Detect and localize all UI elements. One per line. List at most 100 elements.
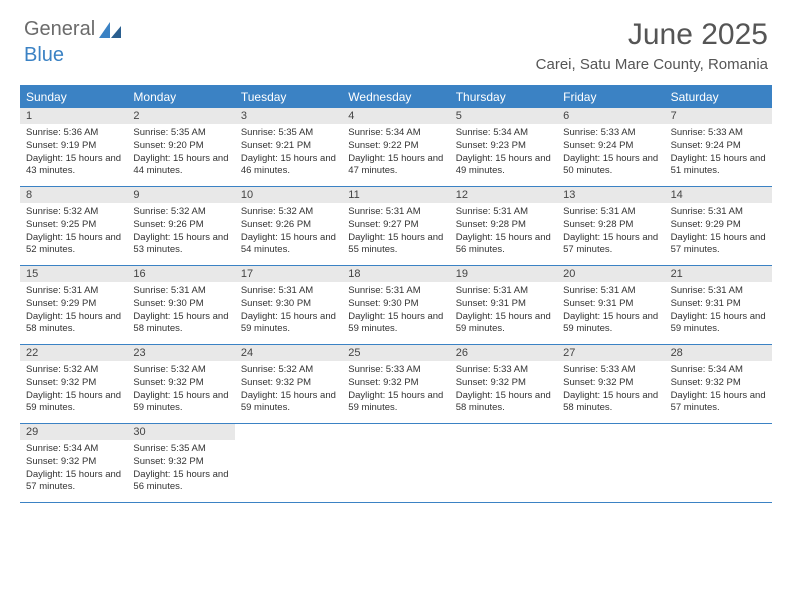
calendar: SundayMondayTuesdayWednesdayThursdayFrid… — [20, 85, 772, 503]
day-cell: 8Sunrise: 5:32 AMSunset: 9:25 PMDaylight… — [20, 187, 127, 265]
day-body: Sunrise: 5:33 AMSunset: 9:32 PMDaylight:… — [450, 361, 557, 419]
sunrise-line: Sunrise: 5:31 AM — [26, 285, 121, 298]
day-cell: 21Sunrise: 5:31 AMSunset: 9:31 PMDayligh… — [665, 266, 772, 344]
weekday-header: Sunday — [20, 86, 127, 108]
sunrise-line: Sunrise: 5:31 AM — [671, 206, 766, 219]
sunrise-line: Sunrise: 5:31 AM — [133, 285, 228, 298]
day-number: 12 — [450, 187, 557, 203]
day-cell: 15Sunrise: 5:31 AMSunset: 9:29 PMDayligh… — [20, 266, 127, 344]
sunset-line: Sunset: 9:23 PM — [456, 140, 551, 153]
sunrise-line: Sunrise: 5:34 AM — [26, 443, 121, 456]
logo-sail-icon — [97, 20, 123, 40]
daylight-line: Daylight: 15 hours and 59 minutes. — [456, 311, 551, 337]
day-number: 15 — [20, 266, 127, 282]
sunrise-line: Sunrise: 5:35 AM — [241, 127, 336, 140]
sunset-line: Sunset: 9:31 PM — [456, 298, 551, 311]
day-number: 8 — [20, 187, 127, 203]
daylight-line: Daylight: 15 hours and 57 minutes. — [26, 469, 121, 495]
week-row: 29Sunrise: 5:34 AMSunset: 9:32 PMDayligh… — [20, 424, 772, 503]
daylight-line: Daylight: 15 hours and 59 minutes. — [563, 311, 658, 337]
day-cell: 30Sunrise: 5:35 AMSunset: 9:32 PMDayligh… — [127, 424, 234, 502]
day-body: Sunrise: 5:31 AMSunset: 9:28 PMDaylight:… — [557, 203, 664, 261]
day-cell: 2Sunrise: 5:35 AMSunset: 9:20 PMDaylight… — [127, 108, 234, 186]
day-cell: 27Sunrise: 5:33 AMSunset: 9:32 PMDayligh… — [557, 345, 664, 423]
day-body: Sunrise: 5:35 AMSunset: 9:32 PMDaylight:… — [127, 440, 234, 498]
sunrise-line: Sunrise: 5:32 AM — [133, 364, 228, 377]
sunset-line: Sunset: 9:28 PM — [563, 219, 658, 232]
day-body: Sunrise: 5:33 AMSunset: 9:32 PMDaylight:… — [342, 361, 449, 419]
day-body: Sunrise: 5:31 AMSunset: 9:27 PMDaylight:… — [342, 203, 449, 261]
sunset-line: Sunset: 9:24 PM — [671, 140, 766, 153]
day-number: 11 — [342, 187, 449, 203]
sunrise-line: Sunrise: 5:31 AM — [563, 206, 658, 219]
daylight-line: Daylight: 15 hours and 57 minutes. — [671, 390, 766, 416]
day-body: Sunrise: 5:34 AMSunset: 9:32 PMDaylight:… — [20, 440, 127, 498]
month-title: June 2025 — [536, 18, 768, 52]
sunrise-line: Sunrise: 5:32 AM — [241, 206, 336, 219]
sunrise-line: Sunrise: 5:31 AM — [456, 285, 551, 298]
daylight-line: Daylight: 15 hours and 56 minutes. — [456, 232, 551, 258]
day-cell — [450, 424, 557, 502]
sunrise-line: Sunrise: 5:31 AM — [456, 206, 551, 219]
sunset-line: Sunset: 9:30 PM — [133, 298, 228, 311]
sunrise-line: Sunrise: 5:33 AM — [348, 364, 443, 377]
day-body: Sunrise: 5:31 AMSunset: 9:31 PMDaylight:… — [557, 282, 664, 340]
sunset-line: Sunset: 9:30 PM — [241, 298, 336, 311]
sunset-line: Sunset: 9:32 PM — [241, 377, 336, 390]
daylight-line: Daylight: 15 hours and 56 minutes. — [133, 469, 228, 495]
sunrise-line: Sunrise: 5:31 AM — [563, 285, 658, 298]
day-cell: 20Sunrise: 5:31 AMSunset: 9:31 PMDayligh… — [557, 266, 664, 344]
sunrise-line: Sunrise: 5:32 AM — [26, 206, 121, 219]
sunset-line: Sunset: 9:20 PM — [133, 140, 228, 153]
day-cell: 23Sunrise: 5:32 AMSunset: 9:32 PMDayligh… — [127, 345, 234, 423]
weekday-header: Thursday — [450, 86, 557, 108]
day-body: Sunrise: 5:31 AMSunset: 9:31 PMDaylight:… — [665, 282, 772, 340]
weekday-header: Friday — [557, 86, 664, 108]
day-cell: 14Sunrise: 5:31 AMSunset: 9:29 PMDayligh… — [665, 187, 772, 265]
day-cell: 17Sunrise: 5:31 AMSunset: 9:30 PMDayligh… — [235, 266, 342, 344]
day-number: 20 — [557, 266, 664, 282]
sunrise-line: Sunrise: 5:36 AM — [26, 127, 121, 140]
day-body: Sunrise: 5:35 AMSunset: 9:21 PMDaylight:… — [235, 124, 342, 182]
day-cell: 5Sunrise: 5:34 AMSunset: 9:23 PMDaylight… — [450, 108, 557, 186]
day-cell — [665, 424, 772, 502]
day-cell: 13Sunrise: 5:31 AMSunset: 9:28 PMDayligh… — [557, 187, 664, 265]
week-row: 15Sunrise: 5:31 AMSunset: 9:29 PMDayligh… — [20, 266, 772, 345]
logo-word-2: Blue — [24, 44, 64, 66]
day-body: Sunrise: 5:32 AMSunset: 9:26 PMDaylight:… — [127, 203, 234, 261]
sunrise-line: Sunrise: 5:31 AM — [241, 285, 336, 298]
week-row: 1Sunrise: 5:36 AMSunset: 9:19 PMDaylight… — [20, 108, 772, 187]
day-cell: 3Sunrise: 5:35 AMSunset: 9:21 PMDaylight… — [235, 108, 342, 186]
sunrise-line: Sunrise: 5:33 AM — [456, 364, 551, 377]
day-body: Sunrise: 5:32 AMSunset: 9:25 PMDaylight:… — [20, 203, 127, 261]
sunset-line: Sunset: 9:32 PM — [26, 456, 121, 469]
daylight-line: Daylight: 15 hours and 59 minutes. — [133, 390, 228, 416]
sunrise-line: Sunrise: 5:31 AM — [671, 285, 766, 298]
weekday-header: Monday — [127, 86, 234, 108]
day-number: 29 — [20, 424, 127, 440]
day-cell: 10Sunrise: 5:32 AMSunset: 9:26 PMDayligh… — [235, 187, 342, 265]
daylight-line: Daylight: 15 hours and 49 minutes. — [456, 153, 551, 179]
sunset-line: Sunset: 9:32 PM — [671, 377, 766, 390]
sunrise-line: Sunrise: 5:34 AM — [348, 127, 443, 140]
sunset-line: Sunset: 9:30 PM — [348, 298, 443, 311]
daylight-line: Daylight: 15 hours and 57 minutes. — [563, 232, 658, 258]
sunset-line: Sunset: 9:22 PM — [348, 140, 443, 153]
day-body: Sunrise: 5:31 AMSunset: 9:29 PMDaylight:… — [20, 282, 127, 340]
day-number: 22 — [20, 345, 127, 361]
daylight-line: Daylight: 15 hours and 59 minutes. — [241, 390, 336, 416]
sunset-line: Sunset: 9:24 PM — [563, 140, 658, 153]
weeks-container: 1Sunrise: 5:36 AMSunset: 9:19 PMDaylight… — [20, 108, 772, 503]
day-number: 18 — [342, 266, 449, 282]
daylight-line: Daylight: 15 hours and 59 minutes. — [671, 311, 766, 337]
day-number: 6 — [557, 108, 664, 124]
sunrise-line: Sunrise: 5:35 AM — [133, 443, 228, 456]
sunset-line: Sunset: 9:32 PM — [348, 377, 443, 390]
day-body: Sunrise: 5:32 AMSunset: 9:26 PMDaylight:… — [235, 203, 342, 261]
daylight-line: Daylight: 15 hours and 59 minutes. — [241, 311, 336, 337]
day-number: 4 — [342, 108, 449, 124]
sunset-line: Sunset: 9:32 PM — [563, 377, 658, 390]
day-number: 23 — [127, 345, 234, 361]
daylight-line: Daylight: 15 hours and 51 minutes. — [671, 153, 766, 179]
day-number: 9 — [127, 187, 234, 203]
